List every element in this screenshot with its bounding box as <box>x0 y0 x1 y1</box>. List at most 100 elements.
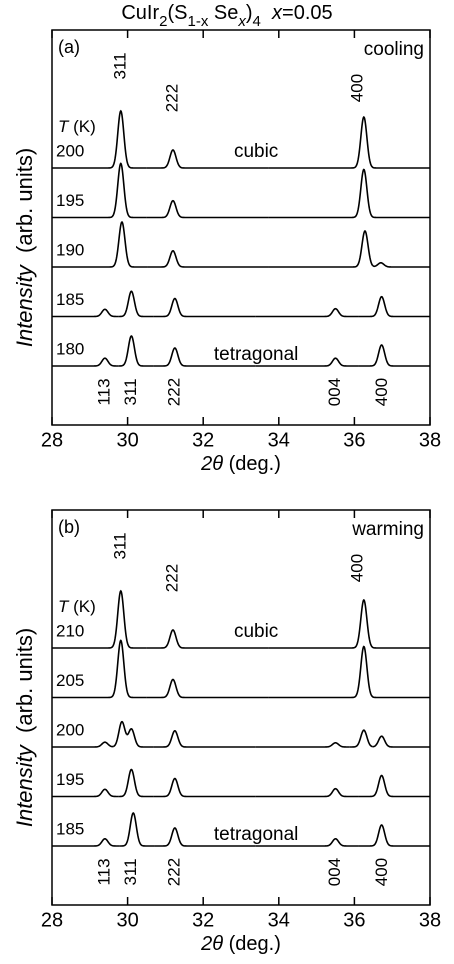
text-part: x <box>271 2 283 24</box>
text-part: (arb. units) <box>12 628 37 745</box>
x-tick-label: 34 <box>268 429 290 451</box>
mode-label: cooling <box>364 39 424 60</box>
peak-trace <box>146 678 269 699</box>
peak-trace <box>153 347 256 367</box>
text-part: 1-x <box>188 13 209 30</box>
series-label: 180 <box>56 339 84 358</box>
peak-trace <box>255 742 350 748</box>
peak-trace <box>255 307 359 318</box>
peak-trace <box>154 827 256 847</box>
y-axis-label: Intensity (arb. units) <box>12 628 37 827</box>
peak-trace <box>268 115 430 169</box>
x-tick-label: 30 <box>116 909 138 931</box>
x-tick-label: 32 <box>192 909 214 931</box>
peak-index-label: 400 <box>372 858 391 886</box>
series-label: 205 <box>56 671 84 690</box>
peak-index-label: 222 <box>162 84 181 112</box>
text-part: (S <box>168 2 188 24</box>
peak-trace <box>52 221 148 268</box>
x-axis-label: 2θ (deg.) <box>200 933 281 955</box>
text-part: 4 <box>253 13 261 30</box>
peak-trace <box>153 297 256 318</box>
phase-label: cubic <box>234 141 278 162</box>
peak-trace <box>358 774 430 798</box>
x-tick-label: 32 <box>192 429 214 451</box>
panel-label: (b) <box>58 517 80 537</box>
text-part: (deg.) <box>223 453 281 475</box>
phase-label: tetragonal <box>214 824 299 845</box>
x-tick-label: 28 <box>41 429 63 451</box>
peak-trace <box>52 109 147 169</box>
peak-trace <box>255 787 359 798</box>
text-part: x <box>237 13 246 30</box>
peak-trace <box>146 199 269 219</box>
series-label: 210 <box>56 621 84 640</box>
peak-trace <box>118 768 154 798</box>
peak-trace <box>255 357 359 367</box>
mode-label: warming <box>351 519 424 540</box>
x-axis-label: 2θ (deg.) <box>200 453 281 475</box>
peak-index-label: 400 <box>372 378 391 406</box>
peak-trace <box>146 149 269 169</box>
peak-trace <box>153 730 256 748</box>
peak-trace <box>119 812 155 847</box>
series-label: 185 <box>56 819 84 838</box>
peak-trace <box>126 727 154 748</box>
series-label: 190 <box>56 240 84 259</box>
text-part <box>261 2 272 24</box>
peak-trace <box>358 295 430 318</box>
x-tick-label: 36 <box>343 909 365 931</box>
x-tick-label: 28 <box>41 909 63 931</box>
peak-index-label: 113 <box>94 858 113 885</box>
text-part: (K) <box>68 117 95 136</box>
phase-label: tetragonal <box>214 344 299 365</box>
text-part: 2θ <box>200 453 223 475</box>
peak-trace <box>52 589 147 649</box>
peak-trace <box>52 639 147 699</box>
phase-label: cubic <box>234 621 278 642</box>
peak-trace <box>153 777 256 798</box>
plot-frame <box>51 29 431 426</box>
panel-label: (a) <box>58 37 80 57</box>
text-part: 2 <box>159 13 167 30</box>
x-tick-label: 38 <box>419 429 441 451</box>
peak-trace <box>372 735 430 748</box>
peak-trace <box>52 838 120 847</box>
x-tick-label: 34 <box>268 909 290 931</box>
peak-trace <box>52 357 119 367</box>
series-label: 200 <box>56 141 84 160</box>
peak-trace <box>358 344 430 367</box>
y-axis-label: Intensity (arb. units) <box>12 148 37 347</box>
peak-trace <box>268 645 430 699</box>
peak-index-label: 311 <box>110 52 129 79</box>
peak-index-label: 311 <box>110 532 129 559</box>
temperature-header: T (K) <box>58 597 96 616</box>
x-tick-label: 30 <box>116 429 138 451</box>
peak-trace <box>52 162 147 219</box>
text-part: ) <box>246 2 253 24</box>
peak-index-label: 113 <box>94 378 113 405</box>
peak-trace <box>118 335 154 367</box>
peak-trace <box>349 729 373 748</box>
x-tick-label: 36 <box>343 429 365 451</box>
peak-trace <box>372 261 430 268</box>
text-part: Intensity <box>12 263 37 347</box>
peak-trace <box>146 629 269 649</box>
text-part: CuIr <box>121 2 159 24</box>
series-label: 195 <box>56 770 84 789</box>
series-label: 195 <box>56 191 84 210</box>
peak-trace <box>268 168 430 219</box>
peak-index-label: 311 <box>121 378 140 405</box>
peak-trace <box>52 788 119 798</box>
text-part: =0.05 <box>282 2 333 24</box>
text-part: T <box>58 597 70 616</box>
peak-trace <box>358 824 430 847</box>
text-part: (deg.) <box>223 933 281 955</box>
text-part: Intensity <box>12 743 37 827</box>
peak-trace <box>52 741 114 748</box>
series-label: 185 <box>56 290 84 309</box>
peak-trace <box>52 308 119 318</box>
peak-trace <box>118 290 154 318</box>
peak-index-label: 222 <box>164 858 183 886</box>
